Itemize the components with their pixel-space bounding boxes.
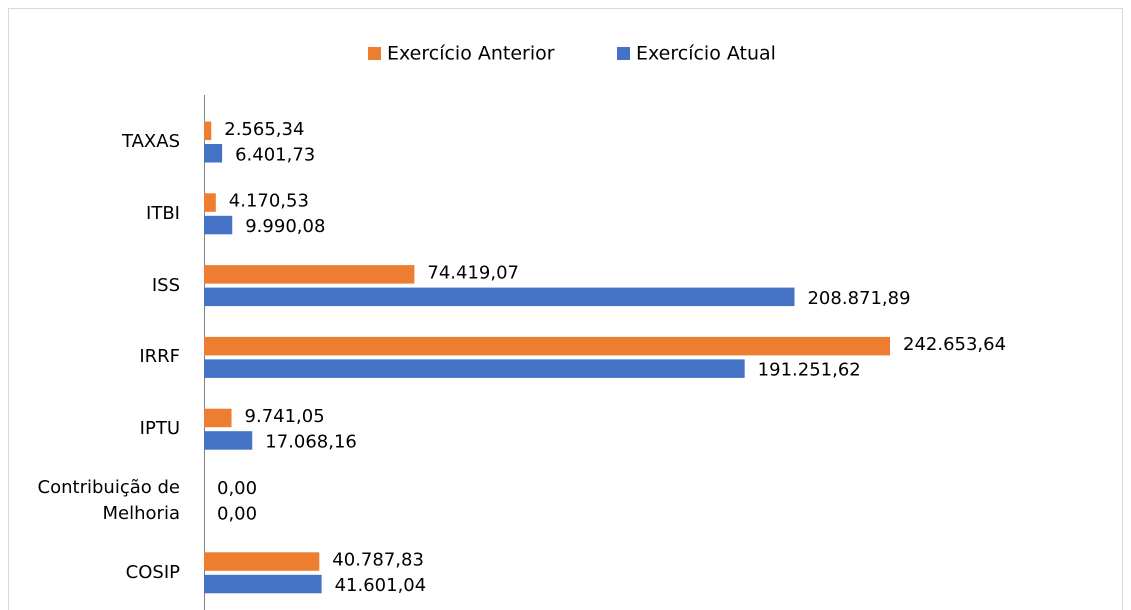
data-label: 40.787,83 [332,550,424,571]
category-label: ISS [151,274,180,296]
bar [204,359,745,378]
data-label: 2.565,34 [224,119,304,140]
category-label: Contribuição de Melhoria [37,477,180,524]
bar [204,287,795,307]
category-label: IPTU [139,418,180,440]
bar [204,193,216,212]
data-label: 6.401,73 [235,144,315,165]
data-label: 9.990,08 [245,216,325,237]
bar [204,431,253,450]
bar [204,121,212,140]
data-label: 208.871,89 [807,288,910,309]
data-label: 0,00 [217,503,257,524]
bar [204,574,322,594]
bar [204,408,232,428]
data-label: 0,00 [217,478,257,499]
chart-border [8,8,1123,610]
legend-swatch [368,47,381,60]
legend-swatch [617,47,630,60]
data-label: 191.251,62 [758,360,861,381]
category-label: ITBI [146,202,180,224]
category-label: TAXAS [122,131,180,152]
data-label: 74.419,07 [427,262,519,283]
bar [204,215,233,235]
category-label: IRRF [139,346,180,368]
category-label: COSIP [125,561,180,583]
data-label: 41.601,04 [335,575,427,596]
bar [204,552,320,571]
data-label: 9.741,05 [245,406,325,427]
legend-label: Exercício Anterior [387,43,555,65]
data-label: 242.653,64 [903,334,1006,355]
bar [204,144,223,163]
bar [204,265,415,284]
data-label: 17.068,16 [265,431,357,452]
bar [204,336,890,356]
data-label: 4.170,53 [229,191,309,212]
legend-label: Exercício Atual [636,43,776,65]
